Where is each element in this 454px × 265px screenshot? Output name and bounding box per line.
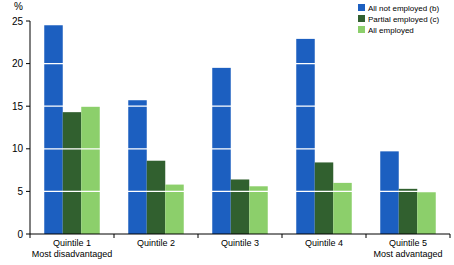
x-tick-label: Quintile 3 (221, 238, 259, 248)
x-tick-label: Quintile 1Most disadvantaged (32, 238, 113, 259)
x-tick-label-line: Quintile 5 (389, 238, 427, 248)
y-axis-label: % (14, 1, 23, 12)
grid-line (30, 191, 450, 192)
legend-label: All not employed (b) (368, 4, 439, 13)
x-tick-label-line: Most disadvantaged (32, 249, 113, 259)
bar (81, 106, 100, 234)
bar (231, 179, 250, 234)
bar (399, 189, 418, 234)
y-tick (26, 191, 30, 192)
x-tick-label-line: Quintile 2 (137, 238, 175, 248)
x-tick-label: Quintile 2 (137, 238, 175, 248)
x-tick (114, 234, 115, 238)
bar (333, 183, 352, 234)
chart: 0510152025Quintile 1Most disadvantagedQu… (0, 0, 454, 265)
y-tick-label: 0 (17, 229, 23, 240)
x-tick-label-line: Quintile 3 (221, 238, 259, 248)
bar (315, 162, 334, 234)
y-tick-label: 20 (12, 58, 24, 69)
y-tick-label: 10 (12, 143, 24, 154)
bars (30, 21, 450, 234)
y-tick (26, 234, 30, 235)
y-tick (26, 63, 30, 64)
y-tick-label: 15 (12, 101, 24, 112)
bar (44, 25, 63, 234)
x-tick (30, 234, 31, 238)
y-tick-label: 25 (12, 16, 24, 27)
grid-line (30, 106, 450, 107)
x-axis-line (30, 234, 450, 235)
legend-swatch (358, 26, 365, 33)
bar (128, 100, 147, 234)
x-tick (366, 234, 367, 238)
bar (63, 112, 82, 234)
y-axis-line (30, 21, 31, 234)
x-tick (198, 234, 199, 238)
y-tick (26, 21, 30, 22)
y-tick (26, 106, 30, 107)
grid-line (30, 63, 450, 64)
x-tick-label: Quintile 4 (305, 238, 343, 248)
legend-swatch (358, 4, 365, 11)
x-tick (282, 234, 283, 238)
bar (147, 161, 166, 234)
legend-label: All employed (368, 26, 414, 35)
bar (296, 39, 315, 234)
chart-container: 0510152025Quintile 1Most disadvantagedQu… (0, 0, 454, 265)
x-tick-label-line: Most advantaged (373, 249, 442, 259)
bar (417, 192, 436, 234)
grid-line (30, 148, 450, 149)
legend-swatch (358, 15, 365, 22)
x-tick-label-line: Quintile 4 (305, 238, 343, 248)
x-tick-label: Quintile 5Most advantaged (373, 238, 442, 259)
bar (212, 68, 231, 234)
y-tick (26, 148, 30, 149)
bar (249, 186, 268, 234)
legend: All not employed (b) Partial employed (c)… (358, 4, 439, 35)
legend-label: Partial employed (c) (368, 15, 439, 24)
x-tick (450, 234, 451, 238)
bar (380, 151, 399, 234)
x-tick-label-line: Quintile 1 (53, 238, 91, 248)
y-tick-label: 5 (17, 186, 23, 197)
